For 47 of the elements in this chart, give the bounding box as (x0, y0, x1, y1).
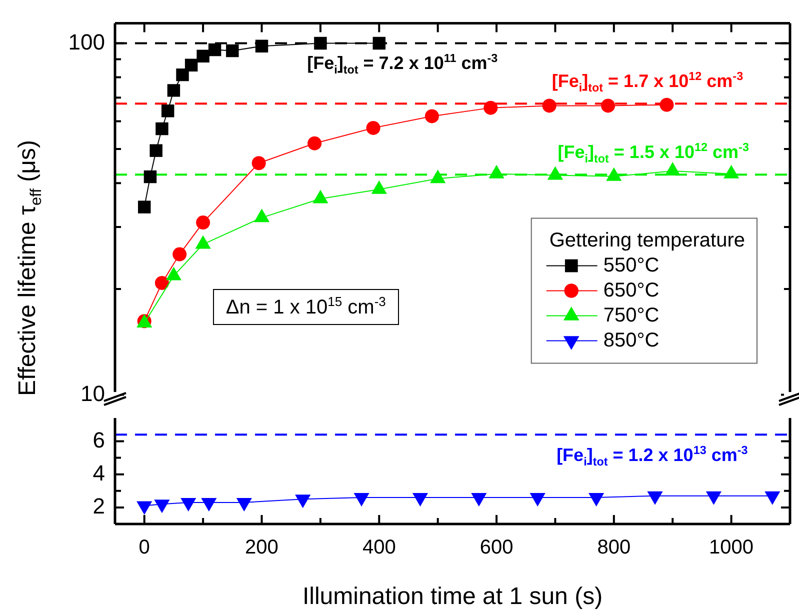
point (308, 136, 322, 150)
point (542, 98, 556, 113)
point (138, 200, 151, 214)
point (196, 50, 210, 62)
x-axis-title: Illumination time at 1 sun (s) (302, 583, 603, 610)
point (172, 247, 187, 262)
point (161, 104, 174, 118)
x-tick-label: 800 (597, 536, 631, 559)
x-tick-label: 600 (480, 536, 514, 559)
legend-label: 550°C (603, 254, 660, 276)
annotation: [Fe$_{i}$]$_{tot}$ = 7.2 x 10$^{11}$ cm$^{-3}$ (307, 52, 498, 77)
point (314, 36, 327, 50)
legend-title: Gettering temperature (549, 229, 745, 252)
y-tick-label: 2 (92, 494, 105, 518)
point (150, 144, 162, 157)
annotation: [Fe$_{i}$]$_{tot}$ = 1.2 x 10$^{13}$ cm$^{-3}$ (556, 444, 748, 468)
point (366, 120, 380, 135)
point (372, 36, 386, 50)
annotation: [Fe$_{i}$]$_{tot}$ = 1.7 x 10$^{12}$ cm$^{-3}$ (552, 70, 744, 94)
point (184, 58, 198, 72)
point (196, 216, 210, 230)
point (208, 43, 222, 56)
y-tick-label: 10 (80, 380, 105, 406)
point (252, 156, 266, 170)
annotation: Δn = 1 x 10$^{15}$ cm$^{-3}$ (212, 288, 399, 325)
point (601, 98, 616, 113)
point (176, 68, 189, 82)
x-tick-label: 400 (362, 536, 396, 559)
point (144, 170, 157, 184)
annotation: [Fe$_{i}$]$_{tot}$ = 1.5 x 10$^{12}$ cm$^{-3}$ (558, 140, 749, 166)
point (226, 44, 239, 58)
y-tick-label: 100 (68, 29, 105, 54)
point (167, 84, 180, 97)
legend-label: 650°C (603, 279, 660, 302)
y-tick-label: 6 (92, 427, 105, 452)
x-tick-label: 200 (245, 536, 278, 559)
legend-label: 850°C (603, 329, 660, 352)
point (484, 100, 498, 115)
point (154, 276, 169, 290)
point (156, 122, 168, 136)
legend-label: 750°C (603, 304, 660, 326)
point (255, 40, 268, 52)
point (424, 109, 439, 124)
x-tick-label: 0 (138, 536, 150, 559)
point (660, 98, 674, 112)
x-tick-label: 1000 (709, 536, 754, 559)
y-tick-label: 4 (92, 460, 105, 486)
